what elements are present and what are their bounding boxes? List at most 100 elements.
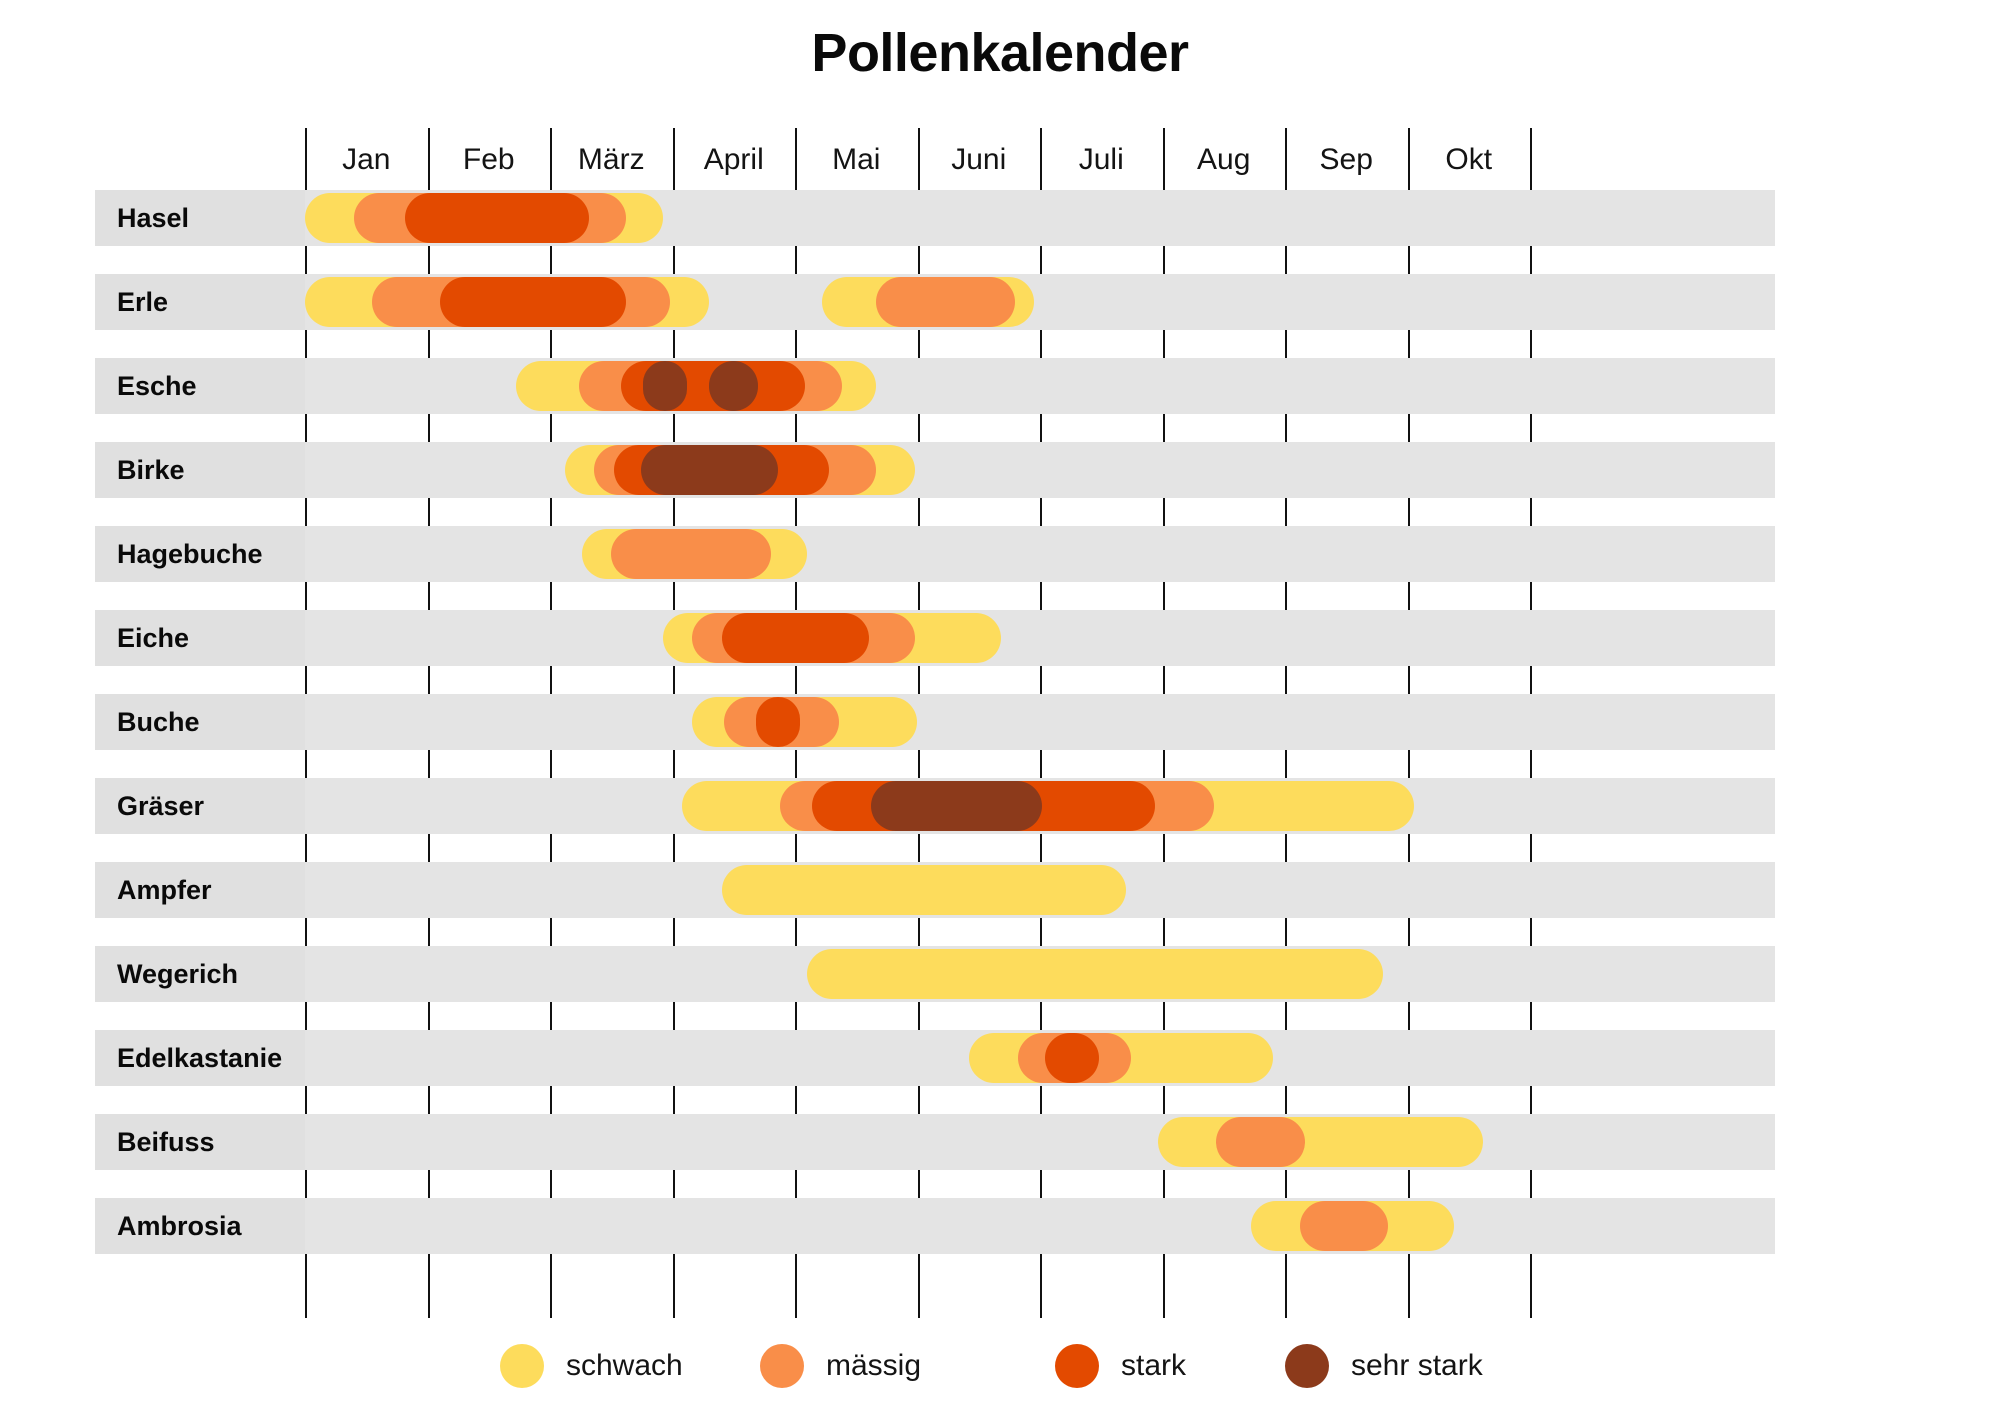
row-label-birke: Birke: [117, 455, 185, 485]
month-label-mai: Mai: [832, 143, 881, 176]
chart-rows: Hasel Erle Esche Birke Hagebuche Eiche Buche Gr…: [95, 190, 1775, 1310]
row-label-eiche: Eiche: [117, 623, 190, 653]
pollen-segment-stark: [721, 613, 869, 663]
pollen-segment-maessig: [611, 529, 771, 579]
row-label-background: [95, 610, 305, 666]
row-track: [305, 358, 1775, 414]
table-row: Eiche: [95, 610, 1775, 666]
month-axis: Jan Feb März April Mai Juni Juli Aug Sep Okt: [305, 128, 1775, 190]
table-row: Hagebuche: [95, 526, 1775, 582]
row-label-erle: Erle: [117, 287, 169, 317]
legend-swatch-icon: [1285, 1344, 1329, 1388]
pollen-segment-stark: [439, 277, 626, 327]
row-track: [305, 526, 1775, 582]
row-track: [305, 946, 1775, 1002]
legend-swatch-icon: [760, 1344, 804, 1388]
row-label-background: [95, 862, 305, 918]
row-track: [305, 1114, 1775, 1170]
table-row: Edelkastanie: [95, 1030, 1775, 1086]
row-track: [305, 1198, 1775, 1254]
row-label-gr-ser: Gräser: [117, 791, 205, 821]
row-label-background: [95, 190, 305, 246]
legend-swatch-icon: [1055, 1344, 1099, 1388]
row-band: [95, 1114, 1775, 1170]
row-track: [305, 190, 1775, 246]
legend-label: mässig: [826, 1349, 922, 1382]
table-row: Gräser: [95, 778, 1775, 834]
month-label-jan: Jan: [342, 143, 391, 176]
table-row: Buche: [95, 694, 1775, 750]
month-label-april: April: [703, 143, 764, 176]
row-track: [305, 274, 1775, 330]
row-label-ambrosia: Ambrosia: [117, 1211, 242, 1241]
page-title: Pollenkalender: [811, 23, 1189, 83]
row-track: [305, 778, 1775, 834]
row-label-esche: Esche: [117, 371, 197, 401]
pollen-segment-maessig: [1216, 1117, 1305, 1167]
pollen-segment-stark: [405, 193, 590, 243]
table-row: Ampfer: [95, 862, 1775, 918]
row-band: [95, 1030, 1775, 1086]
pollen-segment-sehrstark: [709, 361, 759, 411]
legend-label: stark: [1121, 1349, 1187, 1382]
row-track: [305, 862, 1775, 918]
month-label-sep: Sep: [1319, 143, 1373, 176]
row-label-background: [95, 778, 305, 834]
row-label-background: [95, 1030, 305, 1086]
row-label-wegerich: Wegerich: [117, 959, 239, 989]
row-label-buche: Buche: [117, 707, 200, 737]
table-row: Ambrosia: [95, 1198, 1775, 1254]
legend-swatch-icon: [500, 1344, 544, 1388]
chart-legend: schwach mässig stark sehr stark: [0, 1322, 2000, 1414]
row-label-hasel: Hasel: [117, 203, 190, 233]
row-label-background: [95, 274, 305, 330]
row-track: [305, 442, 1775, 498]
row-track: [305, 1030, 1775, 1086]
pollen-segment-schwach: [721, 865, 1126, 915]
pollen-segment-stark: [755, 697, 800, 747]
pollen-segment-stark: [1044, 1033, 1099, 1083]
row-label-background: [95, 526, 305, 582]
month-label-juli: Juli: [1078, 143, 1124, 176]
row-label-ampfer: Ampfer: [117, 875, 212, 905]
row-band: [95, 1198, 1775, 1254]
month-label-märz: März: [577, 143, 645, 176]
row-band: [95, 694, 1775, 750]
row-label-background: [95, 694, 305, 750]
row-label-background: [95, 358, 305, 414]
chart-plot-area: Jan Feb März April Mai Juni Juli Aug Sep Okt Hase…: [95, 128, 1775, 1318]
pollen-segment-maessig: [1299, 1201, 1388, 1251]
legend-item-sehr-stark[interactable]: sehr stark: [1285, 1338, 1483, 1394]
pollen-segment-maessig: [875, 277, 1016, 327]
row-band: [95, 442, 1775, 498]
legend-item-stark[interactable]: stark: [1055, 1338, 1186, 1394]
row-label-background: [95, 442, 305, 498]
row-band: [95, 526, 1775, 582]
legend-label: schwach: [566, 1349, 683, 1382]
pollen-segment-schwach: [1157, 1117, 1484, 1167]
row-label-hagebuche: Hagebuche: [117, 539, 263, 569]
table-row: Wegerich: [95, 946, 1775, 1002]
pollen-segment-sehrstark: [870, 781, 1043, 831]
month-label-juni: Juni: [951, 143, 1007, 176]
month-label-feb: Feb: [462, 143, 515, 176]
row-label-background: [95, 1198, 305, 1254]
month-label-aug: Aug: [1197, 143, 1251, 176]
pollen-segment-schwach: [807, 949, 1383, 999]
pollen-segment-sehrstark: [643, 361, 688, 411]
table-row: Birke: [95, 442, 1775, 498]
legend-item-schwach[interactable]: schwach: [500, 1338, 683, 1394]
table-row: Esche: [95, 358, 1775, 414]
row-label-beifuss: Beifuss: [117, 1127, 215, 1157]
row-label-edelkastanie: Edelkastanie: [117, 1043, 283, 1073]
row-label-background: [95, 1114, 305, 1170]
legend-label: sehr stark: [1351, 1349, 1483, 1382]
pollen-segment-sehrstark: [640, 445, 778, 495]
row-track: [305, 694, 1775, 750]
row-band: [95, 358, 1775, 414]
month-label-okt: Okt: [1445, 143, 1493, 176]
row-label-background: [95, 946, 305, 1002]
row-track: [305, 610, 1775, 666]
legend-item-mässig[interactable]: mässig: [760, 1338, 921, 1394]
